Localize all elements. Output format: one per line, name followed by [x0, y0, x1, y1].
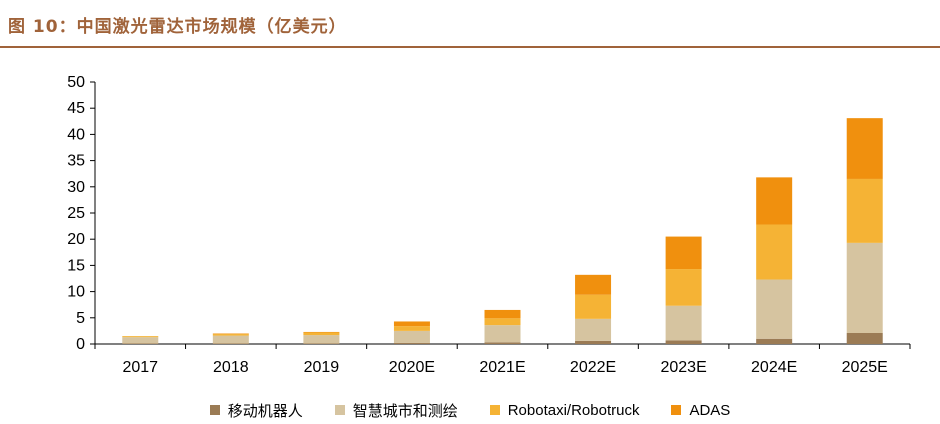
bar-segment	[212, 334, 249, 336]
bar-segment	[846, 178, 883, 243]
bar-segment	[756, 338, 793, 344]
bar-segment	[665, 340, 702, 344]
legend-item: 智慧城市和测绘	[334, 400, 458, 421]
x-tick-label: 2020E	[389, 359, 435, 376]
bar-segment	[393, 330, 430, 343]
x-tick-label: 2021E	[479, 359, 525, 376]
bar-segment	[846, 242, 883, 333]
legend-swatch	[334, 405, 345, 415]
bar-segment	[484, 325, 521, 343]
bar-segment	[756, 279, 793, 339]
x-tick-label: 2019	[304, 359, 340, 376]
bar-segment	[393, 326, 430, 331]
bar-segment	[303, 335, 340, 344]
bar-segment	[122, 337, 159, 344]
bar-segment	[575, 274, 612, 295]
legend-label: Robotaxi/Robotruck	[507, 401, 640, 419]
bar-segment	[303, 331, 340, 333]
x-tick-label: 2022E	[570, 359, 616, 376]
stacked-bar-chart: 0 5 10 15 20 25 30 35 40 45 50 2017 2018 2019 2020E 202…	[67, 74, 911, 376]
bar-segment	[393, 342, 430, 344]
bar-segment	[393, 321, 430, 327]
bar-segment	[484, 309, 521, 319]
bar-segment	[846, 118, 883, 179]
legend-item: Robotaxi/Robotruck	[489, 401, 640, 419]
y-tick-label: 15	[67, 257, 85, 274]
bar-segment	[484, 318, 521, 326]
bar-segment	[665, 269, 702, 306]
x-tick-label: 2017	[122, 359, 158, 376]
bar-segment	[484, 342, 521, 344]
legend-swatch	[489, 405, 500, 415]
bar-segment	[212, 335, 249, 344]
bar-segment	[756, 177, 793, 225]
legend-item: ADAS	[671, 402, 730, 419]
legend-label: 智慧城市和测绘	[352, 402, 458, 420]
y-tick-label: 10	[67, 284, 85, 301]
legend-swatch	[671, 405, 682, 415]
bar-segment	[756, 224, 793, 280]
chart-legend: 移动机器人 智慧城市和测绘 Robotaxi/Robotruck ADAS	[0, 398, 940, 422]
bar-segment	[212, 333, 249, 335]
page-title: 图 10：中国激光雷达市场规模（亿美元）	[8, 17, 347, 37]
y-tick-label: 25	[67, 205, 85, 222]
title-divider	[0, 46, 940, 48]
y-tick-label: 45	[67, 100, 85, 117]
bar-segment	[212, 343, 249, 344]
bar-segment	[303, 332, 340, 336]
y-tick-label: 50	[67, 74, 85, 91]
x-tick-label: 2023E	[660, 359, 706, 376]
y-tick-label: 5	[76, 310, 85, 327]
x-tick-label: 2025E	[842, 359, 888, 376]
bar-segment	[575, 318, 612, 341]
bar-segment	[575, 340, 612, 344]
bar-segment	[122, 336, 159, 338]
bar-segment	[303, 343, 340, 344]
y-tick-label: 0	[76, 336, 85, 353]
y-tick-label: 30	[67, 179, 85, 196]
legend-label: ADAS	[689, 401, 731, 419]
bar-segment	[665, 236, 702, 270]
bar-segment	[665, 305, 702, 341]
y-tick-label: 35	[67, 153, 85, 170]
y-tick-label: 20	[67, 231, 85, 248]
bar-segment	[575, 294, 612, 319]
x-tick-label: 2018	[213, 359, 249, 376]
bar-segment	[846, 332, 883, 344]
y-tick-label: 40	[67, 126, 85, 143]
legend-swatch	[209, 405, 220, 415]
x-tick-label: 2024E	[751, 359, 797, 376]
legend-item: 移动机器人	[209, 400, 303, 421]
legend-label: 移动机器人	[227, 402, 303, 420]
bar-segment	[122, 343, 159, 344]
